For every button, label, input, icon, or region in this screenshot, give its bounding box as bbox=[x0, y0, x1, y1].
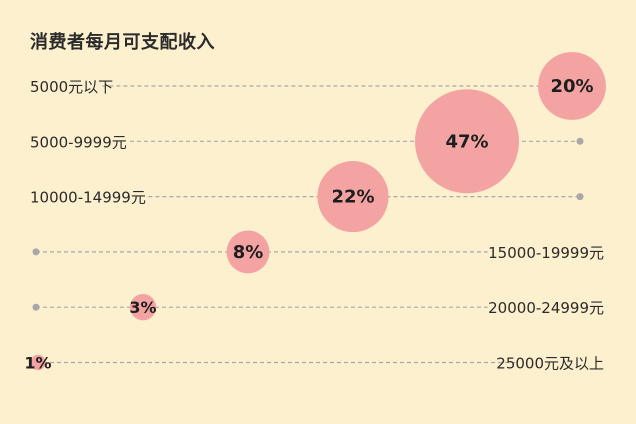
category-label: 5000元以下 bbox=[30, 78, 113, 96]
bubble bbox=[30, 354, 46, 371]
bubble bbox=[317, 161, 389, 233]
category-label: 10000-14999元 bbox=[30, 189, 146, 207]
guide-dot bbox=[576, 193, 584, 201]
bubble bbox=[226, 230, 270, 274]
category-label: 20000-24999元 bbox=[488, 299, 604, 317]
guide-dot bbox=[32, 248, 40, 256]
chart-title: 消费者每月可支配收入 bbox=[30, 32, 215, 53]
value-label: 8% bbox=[233, 242, 264, 263]
bubble bbox=[129, 294, 157, 321]
category-label: 15000-19999元 bbox=[488, 244, 604, 262]
bubble bbox=[415, 89, 519, 194]
value-label: 22% bbox=[331, 187, 374, 208]
category-label: 5000-9999元 bbox=[30, 133, 127, 151]
value-label: 47% bbox=[445, 131, 488, 152]
category-label: 25000元及以上 bbox=[496, 355, 604, 373]
value-label: 1% bbox=[24, 354, 51, 373]
guide-dot bbox=[32, 303, 40, 311]
value-label: 3% bbox=[129, 298, 156, 317]
bubble bbox=[538, 52, 606, 120]
guide-dot bbox=[576, 137, 584, 145]
value-label: 20% bbox=[550, 76, 593, 97]
